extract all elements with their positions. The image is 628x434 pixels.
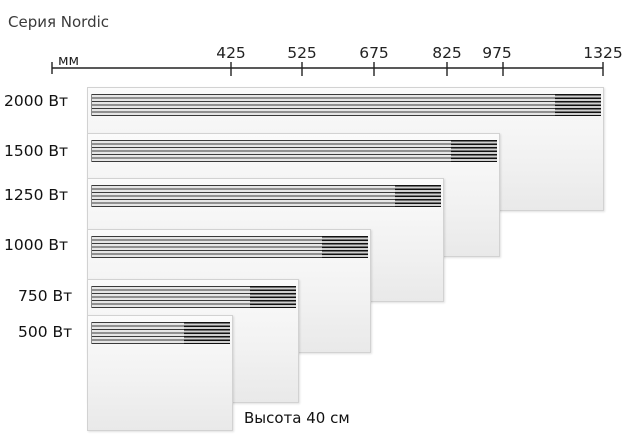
- heater-grille: [91, 94, 601, 116]
- heater-grille: [91, 140, 497, 162]
- power-label-1500: 1500 Вт: [4, 142, 69, 160]
- tick-label-975: 975: [482, 44, 512, 62]
- height-note: Высота 40 см: [244, 409, 350, 427]
- power-label-500: 500 Вт: [18, 323, 73, 341]
- heater-grille: [91, 236, 368, 258]
- tick-label-525: 525: [287, 44, 317, 62]
- tick-label-675: 675: [359, 44, 389, 62]
- heater-500w: [87, 315, 233, 431]
- power-label-1000: 1000 Вт: [4, 236, 69, 254]
- tick-label-425: 425: [216, 44, 246, 62]
- power-label-2000: 2000 Вт: [4, 92, 69, 110]
- heater-grille-dark: [322, 236, 368, 258]
- heater-grille-dark: [555, 94, 601, 116]
- heater-grille: [91, 322, 230, 344]
- heater-grille: [91, 185, 441, 207]
- heater-grille-dark: [250, 286, 296, 308]
- length-scale: [51, 62, 604, 76]
- heater-grille: [91, 286, 296, 308]
- heater-grille-dark: [184, 322, 230, 344]
- scale-unit: мм: [58, 53, 80, 69]
- power-label-1250: 1250 Вт: [4, 186, 69, 204]
- power-label-750: 750 Вт: [18, 287, 73, 305]
- series-title: Серия Nordic: [8, 13, 110, 31]
- heater-grille-dark: [451, 140, 497, 162]
- tick-label-825: 825: [432, 44, 462, 62]
- tick-label-1325: 1325: [583, 44, 623, 62]
- heater-grille-dark: [395, 185, 441, 207]
